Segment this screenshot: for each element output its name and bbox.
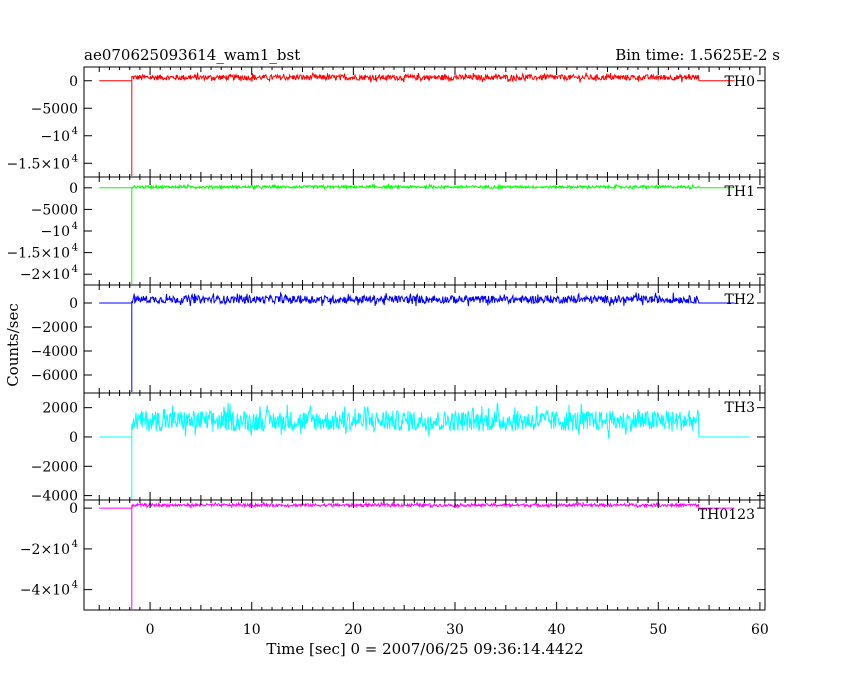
y-tick-label: −2×10 [20,542,70,558]
panel-frame [83,499,766,611]
y-tick-exponent: 4 [72,221,78,232]
x-tick-label: 30 [446,622,464,638]
y-tick-label: 0 [69,74,78,90]
y-tick-label: −5000 [31,202,78,218]
y-tick-exponent: 4 [72,126,78,137]
series-line-th3 [99,401,750,499]
series-line-th0 [99,71,735,176]
y-tick-label: −1.5×10 [6,156,70,172]
y-tick-label: −6000 [31,368,78,384]
panel-th3: 2000 0 −2000 −4000 TH3 [31,392,766,505]
panel-label-th3: TH3 [725,400,755,416]
y-tick-label: −2×10 [20,267,70,283]
y-tick-label: −10 [40,129,70,145]
x-axis-label: Time [sec] 0 = 2007/06/25 09:36:14.4422 [266,640,583,658]
panel-label-th1: TH1 [725,184,755,200]
panel-frame [83,392,766,501]
chart-title: ae070625093614_wam1_bst [84,46,300,64]
y-tick-exponent: 4 [72,264,78,275]
panel-label-th2: TH2 [725,292,755,308]
x-tick-label: 50 [649,622,667,638]
x-tick-label: 60 [751,622,769,638]
panel-label-th0123: TH0123 [698,507,755,523]
y-tick-label: −4×10 [20,583,70,599]
y-tick-label: −5000 [31,101,78,117]
y-tick-label: −1.5×10 [6,246,70,262]
series-line-th0123 [99,500,735,609]
y-tick-label: 0 [69,501,78,517]
y-tick-exponent: 4 [72,580,78,591]
y-tick-label: −2000 [31,320,78,336]
bin-time-label: Bin time: 1.5625E-2 s [615,46,780,64]
panel-label-th0: TH0 [725,74,755,90]
y-tick-label: −4000 [31,489,78,505]
panel-frame [83,176,766,286]
x-tick-label: 10 [243,622,261,638]
y-tick-exponent: 4 [72,153,78,164]
series-line-th2 [99,291,735,392]
y-tick-exponent: 4 [72,243,78,254]
series-line-th1 [99,182,735,284]
panel-frame [83,66,766,178]
y-tick-label: 0 [69,430,78,446]
y-tick-label: −4000 [31,344,78,360]
panel-th2: 0 −2000 −4000 −6000 TH2 [31,284,766,394]
x-tick-label: 40 [548,622,566,638]
y-axis-label: Counts/sec [4,303,22,387]
x-tick-label: 20 [344,622,362,638]
y-tick-exponent: 4 [72,539,78,550]
y-tick-label: −2000 [31,459,78,475]
y-tick-label: −10 [40,224,70,240]
y-tick-label: 0 [69,296,78,312]
x-tick-label: 0 [146,622,155,638]
y-tick-label: 0 [69,181,78,197]
y-tick-label: 2000 [42,401,78,417]
